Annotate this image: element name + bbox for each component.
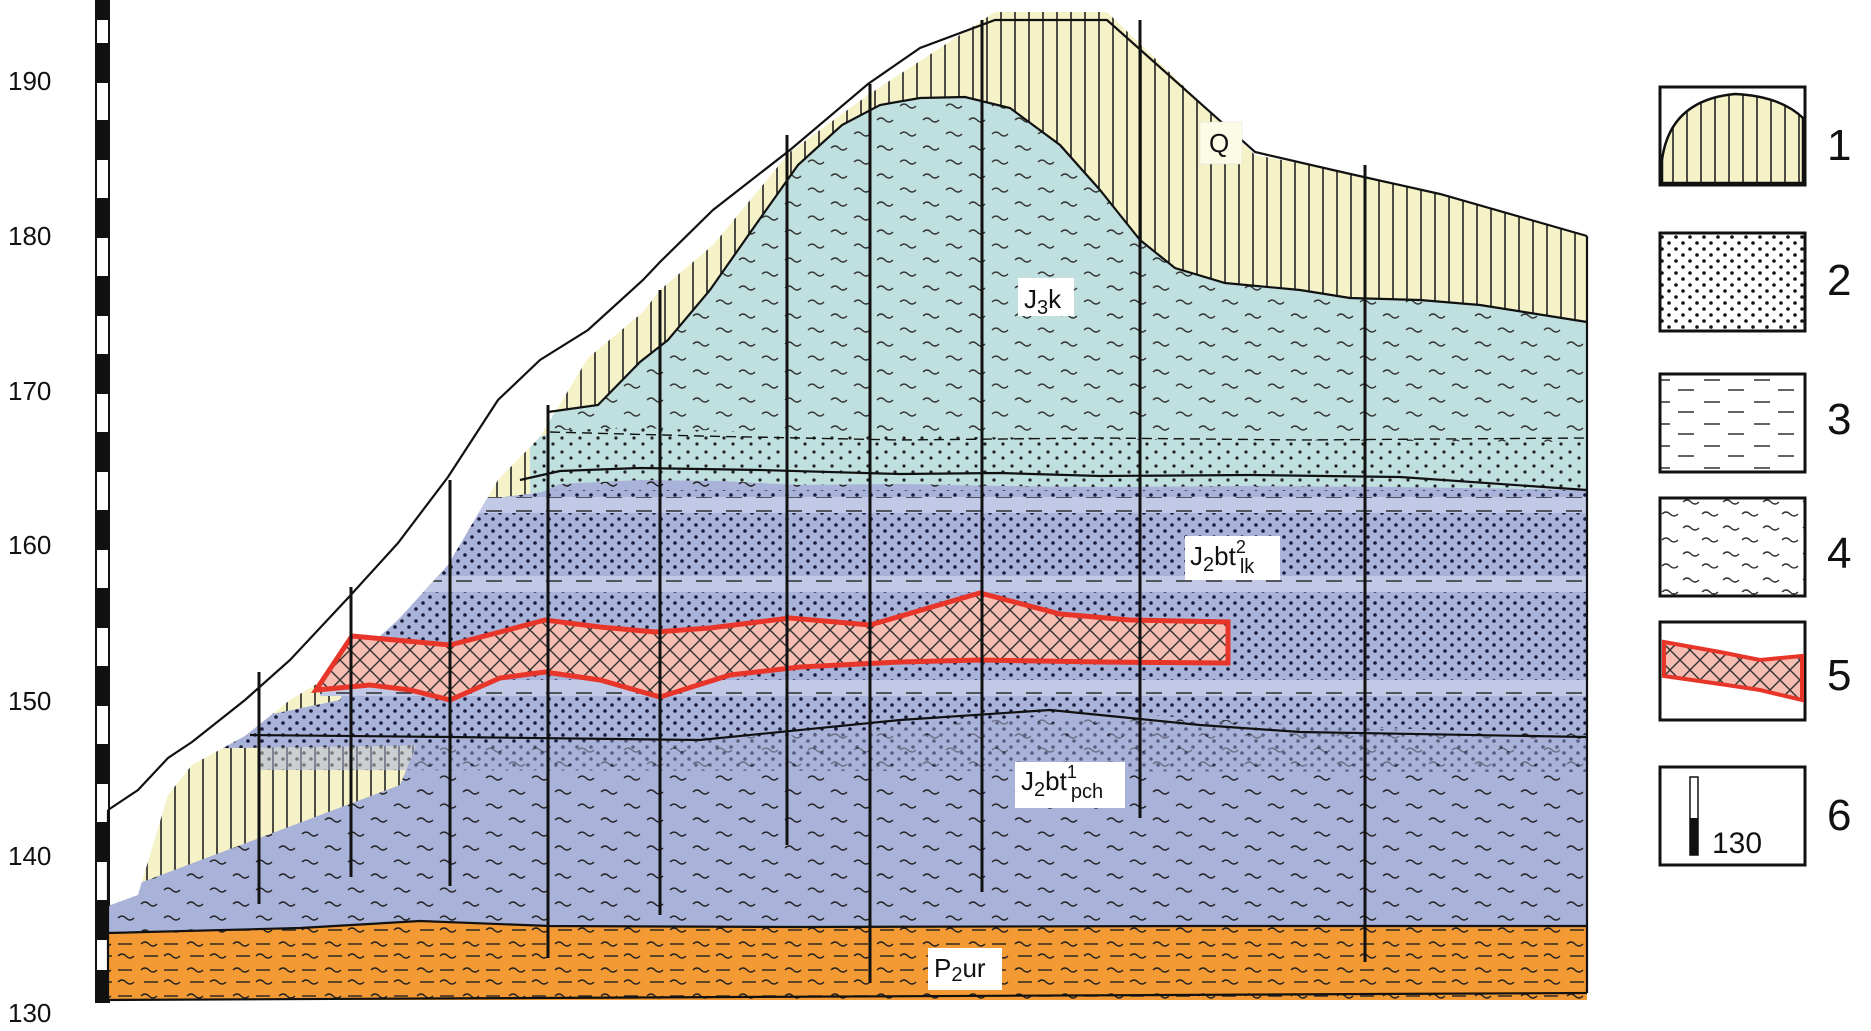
clay-interbed-middle <box>380 576 1587 592</box>
surface-line <box>107 18 1588 811</box>
legend-item-5: 5 <box>1658 620 1851 722</box>
legend-item-6: 130 6 <box>1658 765 1851 867</box>
legend-number-3: 3 <box>1827 395 1851 444</box>
sand-dots-pattern-icon <box>1658 231 1807 333</box>
unit-label-j3k: J3k <box>1018 278 1074 319</box>
legend-scale-label: 130 <box>1712 827 1762 860</box>
axis-tick-140: 140 <box>8 841 51 871</box>
clay-interbed-upper <box>440 497 1587 513</box>
clay-dash-pattern-icon <box>1658 372 1807 474</box>
section-layers <box>108 12 1587 1000</box>
unit-label-q: Q <box>1199 121 1243 165</box>
contact-j2bt-p2ur <box>107 919 1587 935</box>
borehole-scale-icon <box>1689 776 1699 856</box>
legend-item-1: 1 <box>1658 85 1851 187</box>
layer-p2ur <box>108 921 1587 1000</box>
boreholes <box>257 20 1367 983</box>
contact-lines <box>106 18 1589 1002</box>
wavy-pattern-icon <box>1658 496 1807 598</box>
axis-scale-black-segments <box>96 0 109 1002</box>
contact-lk-pch <box>249 708 1588 742</box>
legend-item-4: 4 <box>1658 496 1851 598</box>
svg-text:P2ur: P2ur <box>934 953 986 986</box>
legend-number-4: 4 <box>1827 529 1851 578</box>
contact-q-j3k <box>547 95 1588 414</box>
axis-tick-160: 160 <box>8 530 51 560</box>
legend-number-2: 2 <box>1827 256 1851 305</box>
clay-interbed-lower <box>320 680 1587 696</box>
legend-item-3: 3 <box>1658 372 1851 474</box>
elevation-axis: 190 180 170 160 150 140 130 <box>8 0 110 1028</box>
legend-number-1: 1 <box>1827 121 1851 170</box>
legend: 1 2 3 4 5 130 6 <box>1658 85 1851 867</box>
unit-label-p2ur: P2ur <box>928 948 1002 990</box>
axis-tick-180: 180 <box>8 221 51 251</box>
svg-text:J3k: J3k <box>1024 284 1062 319</box>
legend-item-2: 2 <box>1658 231 1851 333</box>
j3k-internal-dashed-line <box>549 431 1588 441</box>
axis-tick-190: 190 <box>8 66 51 96</box>
legend-number-5: 5 <box>1827 651 1851 700</box>
contact-j3k-j2bt <box>519 466 1588 492</box>
legend-number-6: 6 <box>1827 791 1851 840</box>
unit-label-j2bt2lk: J2bt2 lk <box>1185 536 1280 580</box>
axis-tick-150: 150 <box>8 686 51 716</box>
ore-body <box>311 590 1231 703</box>
axis-tick-130: 130 <box>8 998 51 1028</box>
contact-bottom <box>107 991 1588 1002</box>
unit-label-j2bt1pch: J2bt1 pch <box>1015 762 1125 808</box>
ore-body-pattern-icon <box>1662 639 1804 703</box>
layer-j2bt1pch-sand-top <box>260 718 1587 772</box>
axis-tick-170: 170 <box>8 376 51 406</box>
quaternary-pattern-icon <box>1660 92 1805 185</box>
unit-q-text: Q <box>1209 128 1229 158</box>
